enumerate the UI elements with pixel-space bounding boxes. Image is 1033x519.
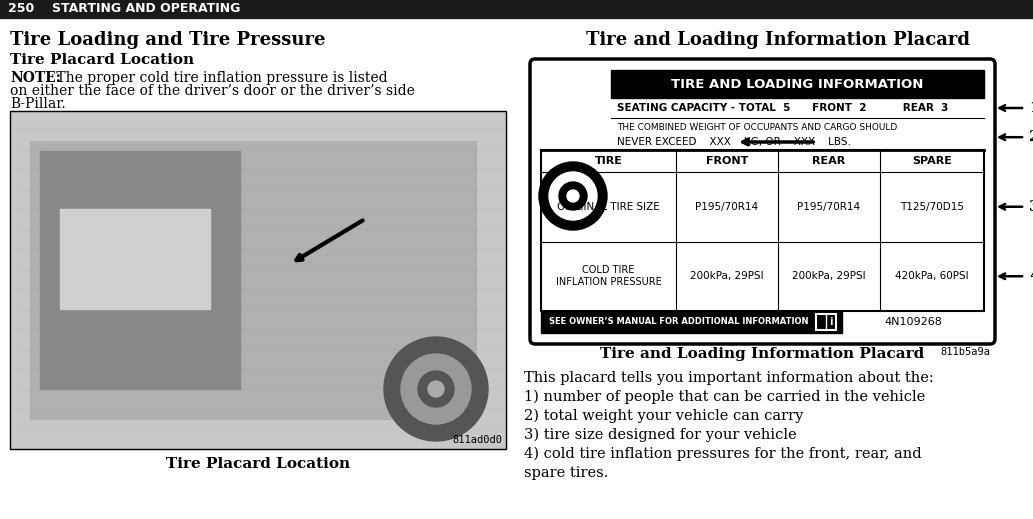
- Bar: [611, 98, 984, 118]
- Text: T125/70D15: T125/70D15: [900, 202, 964, 212]
- FancyBboxPatch shape: [530, 59, 995, 344]
- Text: Tire Loading and Tire Pressure: Tire Loading and Tire Pressure: [10, 31, 325, 49]
- Text: The proper cold tire inflation pressure is listed: The proper cold tire inflation pressure …: [52, 71, 387, 85]
- Text: 1: 1: [1029, 101, 1033, 115]
- Text: SEATING CAPACITY - TOTAL  5      FRONT  2          REAR  3: SEATING CAPACITY - TOTAL 5 FRONT 2 REAR …: [617, 103, 948, 113]
- Text: Tire and Loading Information Placard: Tire and Loading Information Placard: [587, 31, 970, 49]
- Text: INFLATION PRESSURE: INFLATION PRESSURE: [556, 277, 661, 287]
- Text: 200kPa, 29PSI: 200kPa, 29PSI: [792, 271, 866, 281]
- Text: SEE OWNER’S MANUAL FOR ADDITIONAL INFORMATION: SEE OWNER’S MANUAL FOR ADDITIONAL INFORM…: [549, 318, 809, 326]
- Bar: [10, 111, 506, 449]
- Text: P195/70R14: P195/70R14: [797, 202, 860, 212]
- Text: NOTE:: NOTE:: [10, 71, 61, 85]
- Text: 4) cold tire inflation pressures for the front, rear, and: 4) cold tire inflation pressures for the…: [524, 447, 921, 461]
- Bar: [60, 209, 210, 309]
- Text: 3: 3: [1029, 200, 1033, 214]
- Text: NEVER EXCEED    XXX    KG, OR    XXX    LBS.: NEVER EXCEED XXX KG, OR XXX LBS.: [617, 137, 851, 147]
- Text: 420kPa, 60PSI: 420kPa, 60PSI: [896, 271, 969, 281]
- Text: STARTING AND OPERATING: STARTING AND OPERATING: [52, 3, 241, 16]
- Text: P195/70R14: P195/70R14: [695, 202, 758, 212]
- Text: on either the face of the driver’s door or the driver’s side: on either the face of the driver’s door …: [10, 84, 415, 98]
- Text: Tire Placard Location: Tire Placard Location: [10, 53, 194, 67]
- Bar: [611, 70, 984, 98]
- Text: TIRE: TIRE: [595, 156, 623, 166]
- Text: 250: 250: [8, 3, 34, 16]
- Text: spare tires.: spare tires.: [524, 466, 608, 480]
- Circle shape: [401, 354, 471, 424]
- Text: 811b5a9a: 811b5a9a: [940, 347, 990, 357]
- Text: TIRE AND LOADING INFORMATION: TIRE AND LOADING INFORMATION: [671, 77, 924, 90]
- Bar: [40, 151, 240, 389]
- Text: B-Pillar.: B-Pillar.: [10, 97, 66, 111]
- Bar: [10, 111, 506, 449]
- Text: ORIGINAL TIRE SIZE: ORIGINAL TIRE SIZE: [557, 202, 660, 212]
- Bar: [816, 314, 836, 330]
- Circle shape: [549, 172, 597, 220]
- Text: SPARE: SPARE: [912, 156, 951, 166]
- Circle shape: [567, 190, 580, 202]
- Bar: [0, 0, 1033, 18]
- Circle shape: [539, 162, 607, 230]
- Circle shape: [418, 371, 453, 407]
- Text: COLD TIRE: COLD TIRE: [583, 265, 634, 275]
- Circle shape: [559, 182, 587, 210]
- Text: 4: 4: [1029, 269, 1033, 283]
- Text: This placard tells you important information about the:: This placard tells you important informa…: [524, 371, 934, 385]
- Text: Tire Placard Location: Tire Placard Location: [166, 457, 350, 471]
- Text: i: i: [828, 317, 833, 327]
- Text: 200kPa, 29PSI: 200kPa, 29PSI: [690, 271, 763, 281]
- Text: FRONT: FRONT: [706, 156, 748, 166]
- Text: 3) tire size designed for your vehicle: 3) tire size designed for your vehicle: [524, 428, 796, 442]
- Text: 2) total weight your vehicle can carry: 2) total weight your vehicle can carry: [524, 409, 804, 424]
- Bar: [611, 118, 984, 150]
- Text: REAR: REAR: [812, 156, 846, 166]
- Circle shape: [428, 381, 444, 397]
- Text: 4N109268: 4N109268: [884, 317, 942, 327]
- Text: THE COMBINED WEIGHT OF OCCUPANTS AND CARGO SHOULD: THE COMBINED WEIGHT OF OCCUPANTS AND CAR…: [617, 124, 898, 132]
- Text: 2: 2: [1029, 130, 1033, 144]
- Bar: [541, 311, 842, 333]
- Text: 1) number of people that can be carried in the vehicle: 1) number of people that can be carried …: [524, 390, 926, 404]
- Circle shape: [384, 337, 488, 441]
- Text: Tire and Loading Information Placard: Tire and Loading Information Placard: [600, 347, 925, 361]
- Text: 811ad0d0: 811ad0d0: [452, 435, 502, 445]
- Bar: [30, 141, 476, 419]
- Bar: [541, 150, 984, 311]
